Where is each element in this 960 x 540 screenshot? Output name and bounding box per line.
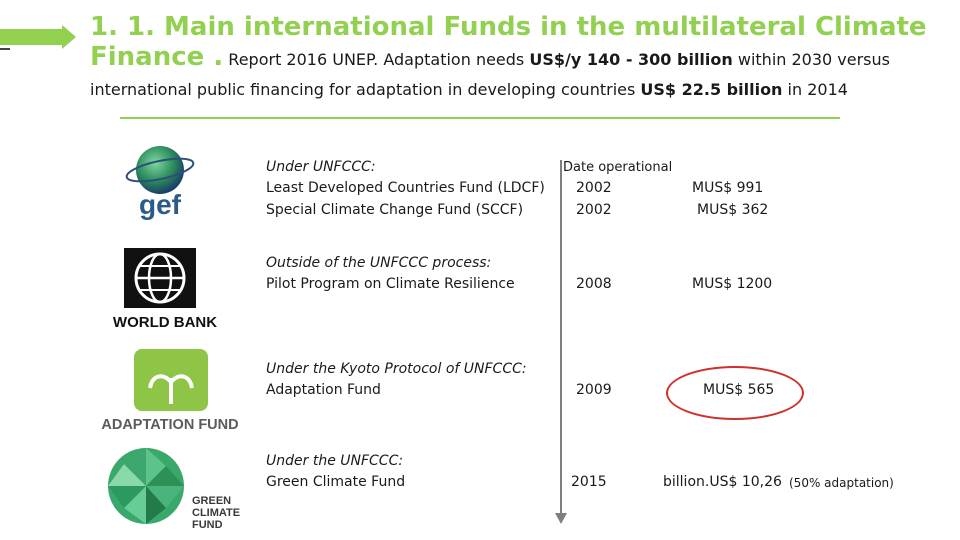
timeline-line — [560, 160, 562, 515]
green-climate-fund-logo: GREEN CLIMATE FUND — [108, 448, 240, 531]
fund-amount-ppcr: MUS$ 1200 — [692, 276, 773, 292]
fund-name-ldcf: Least Developed Countries Fund (LDCF) — [266, 180, 545, 196]
line2-part-b: US$ 22.5 billion — [640, 80, 783, 99]
fund-name-ppcr: Pilot Program on Climate Resilience — [266, 276, 515, 292]
line2-part-c: in 2014 — [782, 80, 848, 99]
subtitle-part-a: Report 2016 UNEP. Adaptation needs — [223, 50, 530, 69]
title-arrow-icon — [62, 25, 76, 49]
adaptation-fund-logo-text: ADAPTATION FUND — [101, 417, 238, 433]
gcf-logo-line2: CLIMATE — [192, 507, 240, 519]
fund-year-sccf: 2002 — [576, 202, 612, 218]
gcf-logo-line1: GREEN — [192, 495, 231, 507]
group-heading-unfccc-gcf: Under the UNFCCC: — [266, 453, 404, 469]
fund-year-ldcf: 2002 — [576, 180, 612, 196]
fund-year-ppcr: 2008 — [576, 276, 612, 292]
fund-amount-sccf: MUS$ 362 — [697, 202, 769, 218]
fund-amount-ldcf: MUS$ 991 — [692, 180, 764, 196]
subtitle-line2: international public financing for adapt… — [90, 80, 848, 99]
highlight-ellipse — [666, 366, 804, 420]
adaptation-fund-logo: ADAPTATION FUND — [101, 349, 239, 433]
gef-logo: gef — [125, 146, 195, 220]
fund-name-sccf: Special Climate Change Fund (SCCF) — [266, 202, 524, 218]
world-bank-logo-text: WORLD BANK — [113, 314, 217, 331]
timeline-arrow-icon — [555, 513, 567, 524]
fund-amount-adaptation: MUS$ 565 — [703, 382, 775, 398]
gcf-logo-line3: FUND — [192, 519, 223, 531]
subtitle-part-c: within 2030 versus — [732, 50, 890, 69]
group-heading-kyoto: Under the Kyoto Protocol of UNFCCC: — [266, 361, 527, 377]
corner-mark — [0, 30, 10, 50]
fund-name-gcf: Green Climate Fund — [266, 474, 406, 490]
date-column-header: Date operational — [563, 160, 673, 175]
fund-year-adaptation: 2009 — [576, 382, 612, 398]
fund-note-gcf: (50% adaptation) — [789, 476, 894, 490]
title-line1: 1. 1. Main international Funds in the mu… — [90, 12, 927, 42]
fund-name-adaptation: Adaptation Fund — [266, 382, 381, 398]
title-underline — [120, 117, 840, 119]
line2-part-a: international public financing for adapt… — [90, 80, 641, 99]
title-arrow-bar — [0, 29, 62, 45]
group-heading-unfccc: Under UNFCCC: — [266, 159, 376, 175]
gef-logo-text: gef — [139, 189, 182, 220]
fund-amount-gcf: billion.US$ 10,26 — [663, 474, 782, 490]
title-line2: Finance . — [90, 42, 224, 72]
world-bank-logo: WORLD BANK — [113, 248, 217, 331]
fund-year-gcf: 2015 — [571, 474, 607, 490]
group-heading-outside-unfccc: Outside of the UNFCCC process: — [266, 255, 492, 271]
subtitle-part-b: US$/y 140 - 300 billion — [529, 50, 733, 69]
page-title: 1. 1. Main international Funds in the mu… — [90, 12, 950, 75]
